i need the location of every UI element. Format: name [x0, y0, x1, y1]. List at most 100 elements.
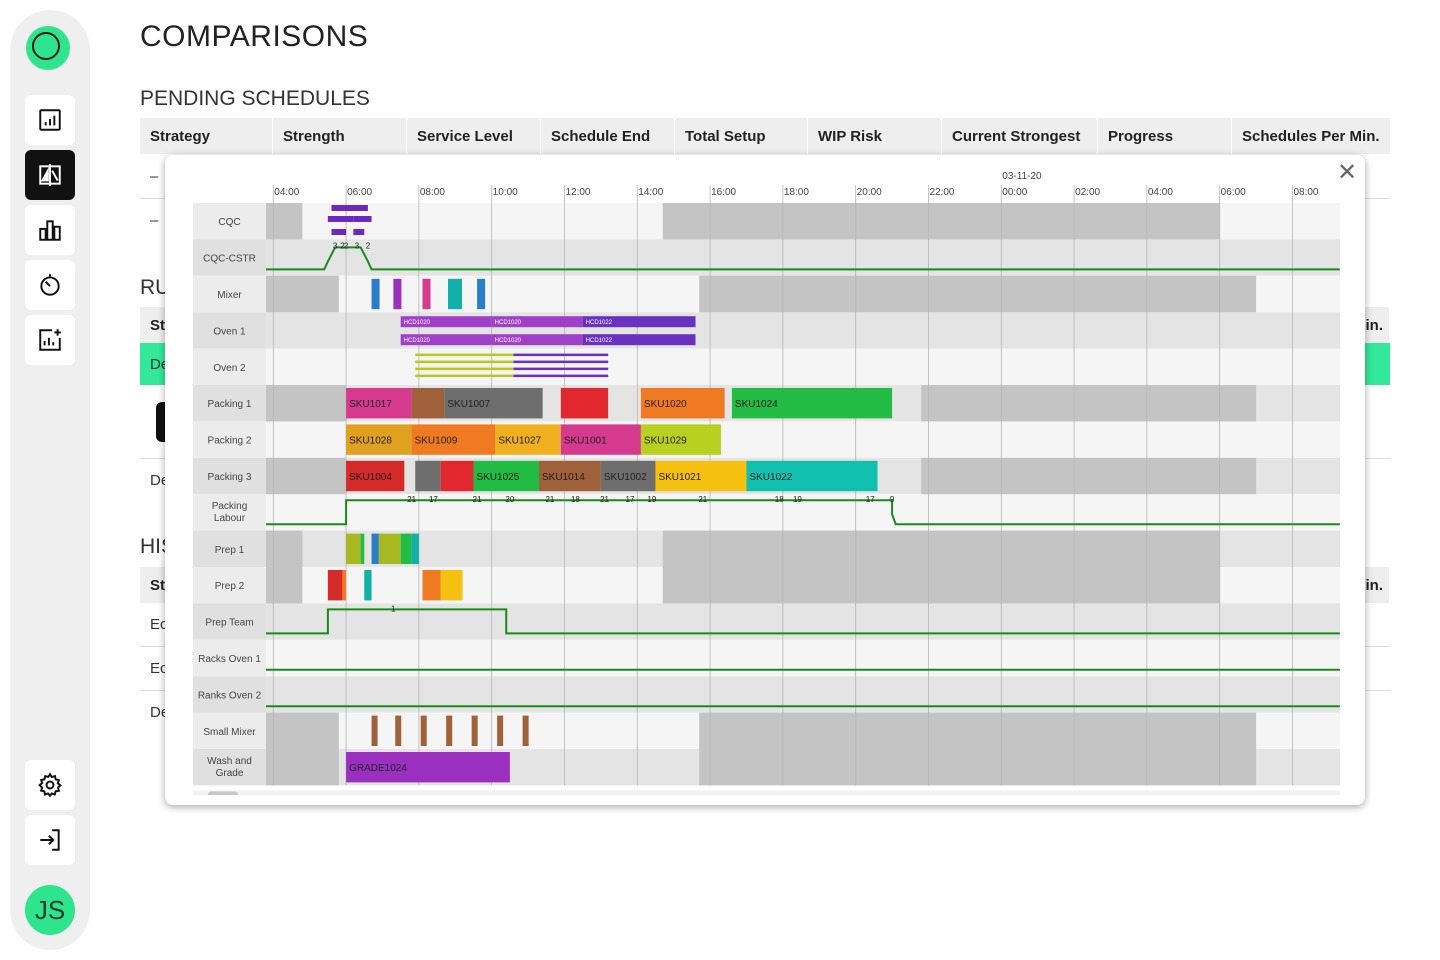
mixer-bar	[371, 278, 380, 310]
nav-reports[interactable]	[25, 95, 75, 145]
col-wip-risk[interactable]: WIP Risk	[808, 118, 942, 154]
off-shift-block	[662, 567, 1220, 604]
col-current-strongest[interactable]: Current Strongest	[942, 118, 1098, 154]
horizontal-scrollbar	[193, 790, 1340, 795]
prep-bar	[400, 533, 412, 564]
nav-add-chart[interactable]	[25, 315, 75, 365]
row-label: Small Mixer	[203, 727, 256, 738]
prep-bar	[440, 570, 463, 601]
row-label-bg	[193, 494, 266, 531]
gantt-bar	[415, 460, 441, 492]
cstr-value-label: 2	[366, 241, 371, 250]
col-schedule-end[interactable]: Schedule End	[541, 118, 675, 154]
running-col-strategy[interactable]: St	[150, 317, 165, 334]
off-shift-block	[266, 567, 303, 604]
small-mixer-bar	[420, 715, 427, 746]
col-strength[interactable]: Strength	[273, 118, 407, 154]
compare-icon	[39, 164, 61, 186]
row-label: CQC-CSTR	[203, 254, 256, 265]
avatar[interactable]: JS	[25, 885, 75, 935]
row-label-bg	[193, 603, 266, 640]
labour-value-label: 21	[407, 495, 416, 504]
off-shift-block	[266, 712, 339, 749]
small-mixer-bar	[371, 715, 378, 746]
cstr-value-label: 2	[340, 241, 345, 250]
gantt-bar	[491, 316, 583, 328]
row-label: Oven 1	[213, 326, 246, 337]
cstr-value-label: 3	[333, 241, 338, 250]
bar-label: GRADE1024	[349, 763, 407, 774]
nav-compare[interactable]	[25, 150, 75, 200]
step-line	[266, 499, 1340, 526]
off-shift-block	[699, 749, 1257, 786]
gantt-bar	[582, 334, 696, 346]
prep-bar	[360, 533, 365, 564]
row-label-bg	[193, 239, 266, 276]
pending-row-strategy: –	[150, 212, 159, 229]
labour-value-label: 19	[647, 495, 656, 504]
gantt-bar	[491, 334, 583, 346]
prep-bar	[364, 570, 372, 601]
col-schedules-per-min[interactable]: Schedules Per Min.	[1242, 128, 1380, 145]
bar-label: HCD1020	[404, 320, 431, 326]
oven2-line	[513, 360, 609, 364]
bar-label: HCD1020	[495, 320, 522, 326]
cqc-block	[327, 216, 354, 222]
cqc-block	[331, 229, 347, 235]
time-tick-label: 10:00	[493, 187, 518, 198]
bar-chart-icon	[39, 220, 61, 241]
history-col-spm[interactable]: in.	[1365, 577, 1384, 594]
gantt-bar	[640, 388, 725, 419]
close-icon[interactable]: ✕	[1337, 159, 1358, 186]
bar-label: SKU1029	[644, 435, 687, 446]
running-col-spm[interactable]: in.	[1365, 317, 1384, 334]
off-shift-block	[266, 385, 347, 422]
row-label: CQC	[218, 217, 240, 228]
col-service-level[interactable]: Service Level	[407, 118, 541, 154]
time-tick-label: 22:00	[929, 187, 954, 198]
pending-row-strategy: –	[150, 168, 159, 185]
sidebar: JS	[10, 10, 90, 950]
nav-timer[interactable]	[25, 260, 75, 310]
small-mixer-bar	[522, 715, 529, 746]
history-col-strategy[interactable]: St	[150, 577, 165, 594]
nav-bar-chart[interactable]	[25, 205, 75, 255]
oven2-line	[513, 374, 609, 378]
row-label: Packing 2	[208, 436, 252, 447]
gantt-bar	[655, 460, 747, 492]
time-tick-label: 06:00	[1221, 187, 1246, 198]
gear-icon	[38, 772, 62, 798]
add-chart-icon	[39, 329, 61, 351]
bar-label: SKU1028	[349, 435, 392, 446]
row-label-bg	[193, 712, 266, 749]
running-row-strategy: De	[150, 472, 170, 489]
small-mixer-bar	[471, 715, 478, 746]
labour-value-label: 21	[600, 495, 609, 504]
bar-label: HCD1022	[586, 320, 613, 326]
time-tick-label: 16:00	[711, 187, 736, 198]
col-strategy[interactable]: Strategy	[140, 118, 273, 154]
prep-team-value-label: 1	[391, 604, 396, 613]
off-shift-block	[266, 457, 347, 495]
row-label-bg	[193, 203, 266, 240]
prep-bar	[342, 570, 347, 601]
gantt-bar	[495, 424, 561, 455]
time-tick-label: 12:00	[565, 187, 590, 198]
col-total-setup[interactable]: Total Setup	[675, 118, 808, 154]
bar-label: SKU1021	[658, 472, 701, 483]
row-label: Racks Oven 1	[198, 654, 261, 665]
mixer-bar	[448, 278, 462, 310]
bar-label: SKU1025	[476, 472, 519, 483]
gantt-bar	[640, 424, 721, 455]
prep-bar	[422, 570, 441, 601]
oven2-line	[513, 353, 609, 357]
oven2-line	[415, 360, 514, 364]
nav-settings[interactable]	[25, 760, 75, 810]
labour-value-label: 9	[890, 495, 895, 504]
gantt-bar	[731, 388, 893, 419]
col-progress[interactable]: Progress	[1098, 118, 1232, 154]
gantt-bar	[600, 460, 656, 492]
logo-icon[interactable]	[26, 26, 70, 70]
bar-label: SKU1022	[749, 472, 792, 483]
nav-logout[interactable]	[25, 815, 75, 865]
